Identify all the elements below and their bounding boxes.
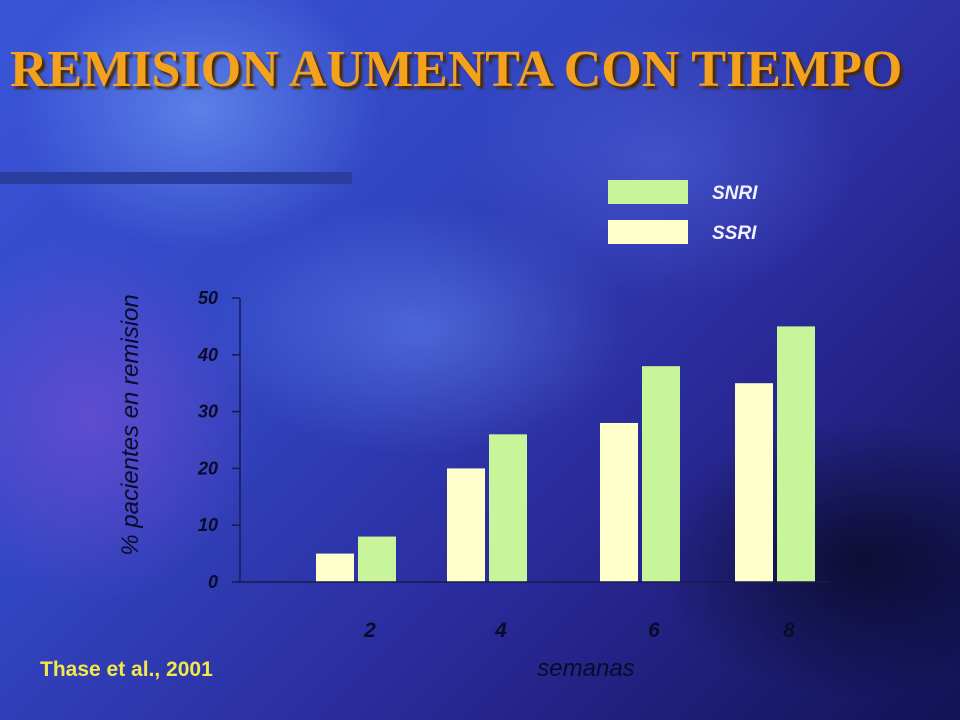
y-axis-title: % pacientes en remision <box>117 294 144 555</box>
y-tick-label: 40 <box>197 345 218 365</box>
x-axis-title: semanas <box>537 655 634 682</box>
y-tick-label: 20 <box>197 458 218 478</box>
y-tick-label: 30 <box>198 402 218 422</box>
bar-ssri-week-4 <box>447 468 485 582</box>
legend: SNRI SSRI <box>608 180 758 244</box>
x-tick-label: 2 <box>363 619 376 642</box>
legend-swatch-snri <box>608 180 688 204</box>
y-ticks-group: 0 10 20 30 40 50 <box>197 288 240 592</box>
bar-snri-week-8 <box>777 326 815 582</box>
y-tick-label: 10 <box>198 515 218 535</box>
citation-text: Thase et al., 2001 <box>40 658 213 681</box>
slide-title: REMISION AUMENTA CON TIEMPO <box>10 41 903 98</box>
legend-label-snri: SNRI <box>712 183 758 204</box>
bar-ssri-week-8 <box>735 383 773 582</box>
x-tick-label: 4 <box>494 619 507 642</box>
bar-snri-week-2 <box>358 536 396 582</box>
x-tick-labels-group: 2 4 6 8 <box>363 619 795 642</box>
legend-swatch-ssri <box>608 220 688 244</box>
bar-ssri-week-6 <box>600 422 638 582</box>
y-tick-label: 50 <box>198 288 218 308</box>
legend-label-ssri: SSRI <box>712 223 757 244</box>
bars-group <box>316 326 815 582</box>
y-tick-label: 0 <box>208 572 218 592</box>
bar-ssri-week-2 <box>316 553 354 582</box>
x-tick-label: 6 <box>648 619 660 642</box>
bar-snri-week-6 <box>642 366 680 582</box>
x-tick-label: 8 <box>783 619 795 642</box>
title-divider-bar <box>0 172 352 184</box>
bar-snri-week-4 <box>489 434 527 582</box>
